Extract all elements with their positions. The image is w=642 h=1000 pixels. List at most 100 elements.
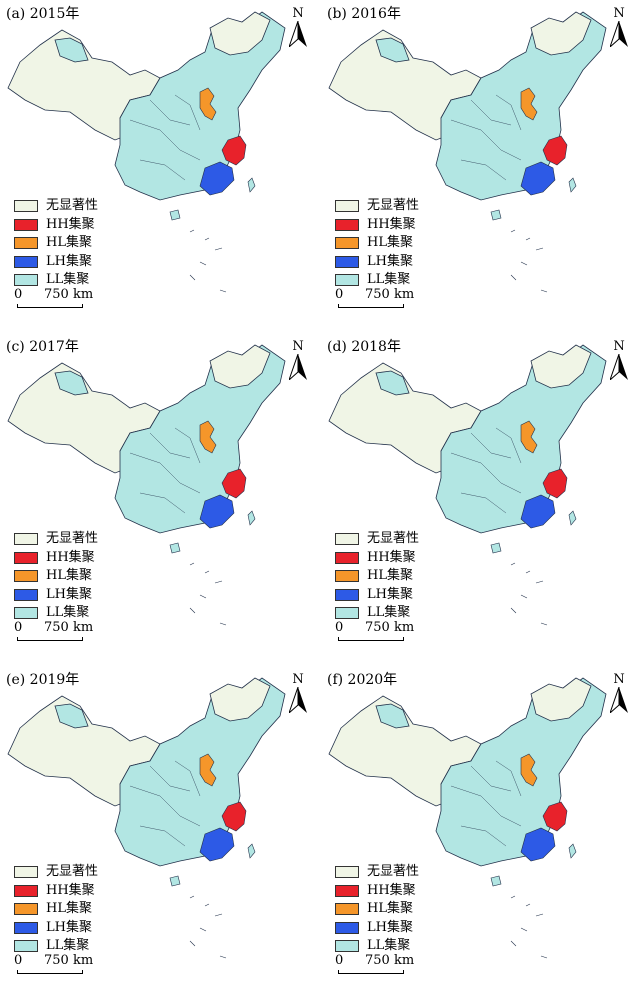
south-sea-islands xyxy=(510,562,548,626)
legend: 无显著性 HH集聚 HL集聚 LH集聚 LL集聚 xyxy=(14,863,98,956)
legend-label: LL集聚 xyxy=(367,605,411,621)
legend: 无显著性 HH集聚 HL集聚 LH集聚 LL集聚 xyxy=(14,197,98,290)
legend-label: LH集聚 xyxy=(46,253,92,269)
china-map xyxy=(328,11,607,293)
legend-item: HL集聚 xyxy=(335,900,419,919)
legend: 无显著性 HH集聚 HL集聚 LH集聚 LL集聚 xyxy=(335,863,419,956)
scale-zero: 0 xyxy=(335,953,344,968)
region-inner-mongolia-nonsig xyxy=(530,11,592,56)
legend: 无显著性 HH集聚 HL集聚 LH集聚 LL集聚 xyxy=(335,197,419,290)
legend-label: LL集聚 xyxy=(46,272,90,288)
legend-swatch xyxy=(335,884,359,897)
china-map xyxy=(7,677,286,959)
legend-item: HH集聚 xyxy=(335,216,419,235)
legend-item: HL集聚 xyxy=(14,567,98,586)
china-map xyxy=(7,344,286,626)
region-inner-mongolia-nonsig xyxy=(209,344,271,389)
legend-swatch xyxy=(14,921,38,934)
scale-distance: 750 km xyxy=(44,953,94,968)
region-hh-cluster xyxy=(221,801,247,832)
north-arrow-icon xyxy=(289,21,307,47)
region-inner-mongolia-nonsig xyxy=(530,677,592,722)
legend: 无显著性 HH集聚 HL集聚 LH集聚 LL集聚 xyxy=(335,530,419,623)
legend-label: HL集聚 xyxy=(46,568,92,584)
legend-swatch xyxy=(335,237,359,250)
legend-label: 无显著性 xyxy=(367,864,420,880)
region-northwest-ll xyxy=(375,37,410,63)
north-label: N xyxy=(292,6,304,21)
region-lh-cluster xyxy=(199,494,235,529)
scale-distance: 750 km xyxy=(44,287,94,302)
south-sea-islands xyxy=(189,562,227,626)
legend-item: LH集聚 xyxy=(14,253,98,272)
south-sea-islands xyxy=(510,895,548,959)
legend-label: HH集聚 xyxy=(46,216,95,232)
legend-label: 无显著性 xyxy=(46,864,99,880)
region-northwest-ll xyxy=(54,37,89,63)
scale-bar: 0 750 km xyxy=(335,287,455,313)
legend-label: LH集聚 xyxy=(367,586,413,602)
legend-label: LH集聚 xyxy=(367,919,413,935)
scale-bar: 0 750 km xyxy=(14,620,134,646)
scale-distance: 750 km xyxy=(44,620,94,635)
region-lh-cluster xyxy=(520,494,556,529)
legend-swatch xyxy=(335,903,359,916)
map-panel-4: (d) 2018年 N 无显著性 HH集聚 HL集聚 LH集聚 LL集聚 0 750 k… xyxy=(321,333,642,666)
region-inner-mongolia-nonsig xyxy=(530,344,592,389)
map-panel-5: (e) 2019年 N 无显著性 HH集聚 HL集聚 LH集聚 LL集聚 0 750 k… xyxy=(0,666,321,999)
legend-label: 无显著性 xyxy=(367,198,420,214)
north-arrow: N xyxy=(285,6,311,50)
scale-zero: 0 xyxy=(14,953,23,968)
region-hl-cluster xyxy=(199,753,217,787)
region-hl-cluster xyxy=(520,87,538,121)
scale-bar: 0 750 km xyxy=(14,953,134,979)
south-sea-islands xyxy=(189,229,227,293)
region-northwest-ll xyxy=(54,370,89,396)
legend-item: LL集聚 xyxy=(335,604,419,623)
legend-item: HL集聚 xyxy=(335,234,419,253)
map-panel-1: (a) 2015年 N 无显著性 HH集聚 HL集聚 LH集聚 LL集聚 0 750 k… xyxy=(0,0,321,333)
island-hainan xyxy=(490,209,502,221)
legend-item: LL集聚 xyxy=(335,271,419,290)
north-arrow: N xyxy=(606,339,632,383)
north-arrow-icon xyxy=(610,354,628,380)
scale-line xyxy=(338,637,404,641)
legend: 无显著性 HH集聚 HL集聚 LH集聚 LL集聚 xyxy=(14,530,98,623)
legend-label: 无显著性 xyxy=(46,198,99,214)
region-hh-cluster xyxy=(221,468,247,499)
island-hainan xyxy=(169,875,181,887)
region-hl-cluster xyxy=(199,87,217,121)
scale-bar: 0 750 km xyxy=(335,620,455,646)
scale-distance: 750 km xyxy=(365,953,415,968)
legend-label: LH集聚 xyxy=(367,253,413,269)
legend-swatch xyxy=(14,588,38,601)
legend-label: HH集聚 xyxy=(46,882,95,898)
legend-item: HH集聚 xyxy=(14,216,98,235)
region-hl-cluster xyxy=(520,753,538,787)
island-taiwan xyxy=(568,177,577,193)
north-arrow: N xyxy=(606,6,632,50)
legend-label: HL集聚 xyxy=(46,901,92,917)
legend-swatch xyxy=(14,551,38,564)
province-lines xyxy=(129,94,201,181)
scale-zero: 0 xyxy=(14,287,23,302)
region-hh-cluster xyxy=(542,468,568,499)
panel-title: (e) 2019年 xyxy=(6,672,80,688)
legend-label: HH集聚 xyxy=(367,549,416,565)
scale-line xyxy=(17,970,83,974)
north-label: N xyxy=(292,672,304,687)
legend-swatch xyxy=(14,274,38,287)
scale-bar: 0 750 km xyxy=(335,953,455,979)
legend-item: HH集聚 xyxy=(335,549,419,568)
region-lh-cluster xyxy=(199,827,235,862)
legend-item: LL集聚 xyxy=(14,937,98,956)
map-panel-6: (f) 2020年 N 无显著性 HH集聚 HL集聚 LH集聚 LL集聚 0 750 k… xyxy=(321,666,642,999)
province-lines xyxy=(450,94,522,181)
legend-swatch xyxy=(335,551,359,564)
legend-item: 无显著性 xyxy=(335,530,419,549)
scale-distance: 750 km xyxy=(365,620,415,635)
region-northwest-ll xyxy=(375,370,410,396)
province-lines xyxy=(450,760,522,847)
scale-line xyxy=(17,637,83,641)
legend-item: HL集聚 xyxy=(14,234,98,253)
